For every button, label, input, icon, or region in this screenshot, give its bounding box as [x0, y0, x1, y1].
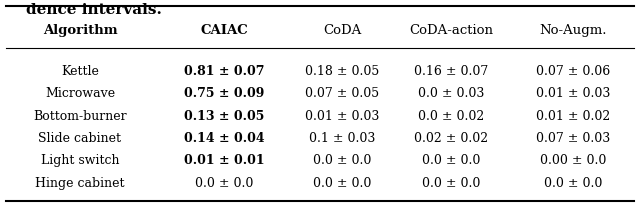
- Text: 0.16 ± 0.07: 0.16 ± 0.07: [414, 65, 488, 78]
- Text: 0.0 ± 0.02: 0.0 ± 0.02: [418, 109, 484, 123]
- Text: Light switch: Light switch: [41, 154, 119, 167]
- Text: 0.02 ± 0.02: 0.02 ± 0.02: [414, 132, 488, 145]
- Text: 0.07 ± 0.03: 0.07 ± 0.03: [536, 132, 610, 145]
- Text: 0.18 ± 0.05: 0.18 ± 0.05: [305, 65, 380, 78]
- Text: Slide cabinet: Slide cabinet: [38, 132, 122, 145]
- Text: 0.0 ± 0.0: 0.0 ± 0.0: [543, 177, 602, 190]
- Text: 0.75 ± 0.09: 0.75 ± 0.09: [184, 87, 264, 100]
- Text: No-Augm.: No-Augm.: [539, 24, 607, 37]
- Text: 0.07 ± 0.06: 0.07 ± 0.06: [536, 65, 610, 78]
- Text: 0.13 ± 0.05: 0.13 ± 0.05: [184, 109, 264, 123]
- Text: 0.0 ± 0.03: 0.0 ± 0.03: [418, 87, 484, 100]
- Text: CAIAC: CAIAC: [200, 24, 248, 37]
- Text: 0.01 ± 0.03: 0.01 ± 0.03: [536, 87, 610, 100]
- Text: Kettle: Kettle: [61, 65, 99, 78]
- Text: Hinge cabinet: Hinge cabinet: [35, 177, 125, 190]
- Text: 0.0 ± 0.0: 0.0 ± 0.0: [422, 177, 481, 190]
- Text: Microwave: Microwave: [45, 87, 115, 100]
- Text: 0.07 ± 0.05: 0.07 ± 0.05: [305, 87, 380, 100]
- Text: 0.01 ± 0.01: 0.01 ± 0.01: [184, 154, 264, 167]
- Text: Bottom-burner: Bottom-burner: [33, 109, 127, 123]
- Text: 0.81 ± 0.07: 0.81 ± 0.07: [184, 65, 264, 78]
- Text: 0.0 ± 0.0: 0.0 ± 0.0: [313, 154, 372, 167]
- Text: CoDA: CoDA: [323, 24, 362, 37]
- Text: 0.0 ± 0.0: 0.0 ± 0.0: [422, 154, 481, 167]
- Text: 0.01 ± 0.02: 0.01 ± 0.02: [536, 109, 610, 123]
- Text: 0.00 ± 0.0: 0.00 ± 0.0: [540, 154, 606, 167]
- Text: Algorithm: Algorithm: [43, 24, 117, 37]
- Text: CoDA-action: CoDA-action: [409, 24, 493, 37]
- Text: dence intervals.: dence intervals.: [26, 3, 161, 17]
- Text: 0.01 ± 0.03: 0.01 ± 0.03: [305, 109, 380, 123]
- Text: 0.0 ± 0.0: 0.0 ± 0.0: [195, 177, 253, 190]
- Text: 0.0 ± 0.0: 0.0 ± 0.0: [313, 177, 372, 190]
- Text: 0.1 ± 0.03: 0.1 ± 0.03: [309, 132, 376, 145]
- Text: 0.14 ± 0.04: 0.14 ± 0.04: [184, 132, 264, 145]
